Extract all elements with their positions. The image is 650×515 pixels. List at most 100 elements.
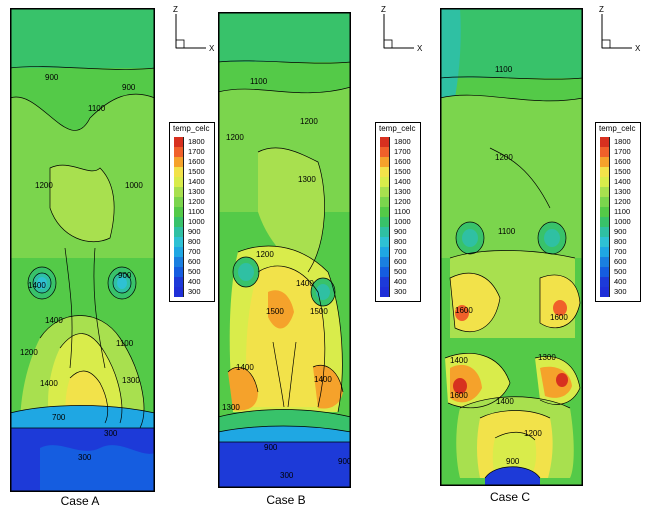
legend-level-label: 800 <box>188 237 201 246</box>
contour-label: 300 <box>78 453 92 462</box>
legend-level-label: 800 <box>614 237 627 246</box>
contour-label: 1100 <box>250 77 268 86</box>
legend-level-label: 1500 <box>188 167 205 176</box>
legend-level-label: 1400 <box>394 177 411 186</box>
axis-indicator-a: Z X <box>164 4 224 54</box>
case-label-c: Case C <box>489 490 530 504</box>
legend-swatch <box>380 197 390 207</box>
legend-swatch <box>380 167 390 177</box>
legend-level-label: 1800 <box>614 137 631 146</box>
case-a-contour-plot: 900 900 1100 1200 1000 1400 900 1400 120… <box>10 8 155 492</box>
legend-level-label: 900 <box>394 227 407 236</box>
legend-level-label: 1500 <box>394 167 411 176</box>
legend-level-label: 600 <box>394 257 407 266</box>
legend-swatch <box>600 227 610 237</box>
contour-label: 1500 <box>310 307 328 316</box>
legend-level-label: 1100 <box>614 207 631 216</box>
legend-level-label: 1000 <box>188 217 205 226</box>
case-c-contour-plot: 1100 1200 1100 1600 1600 1400 1300 1600 … <box>440 8 583 486</box>
legend-level-label: 1400 <box>188 177 205 186</box>
legend-title: temp_celc <box>599 124 636 133</box>
legend-level-label: 800 <box>394 237 407 246</box>
legend-level-label: 700 <box>188 247 201 256</box>
legend-level-label: 1100 <box>188 207 205 216</box>
contour-label: 900 <box>118 271 132 280</box>
legend-level-label: 600 <box>614 257 627 266</box>
axis-indicator-c: Z X <box>590 4 650 54</box>
contour-label: 900 <box>264 443 278 452</box>
legend-level-label: 600 <box>188 257 201 266</box>
contour-label: 900 <box>338 457 351 466</box>
legend-level-label: 1800 <box>394 137 411 146</box>
legend-swatch <box>600 207 610 217</box>
legend-swatch <box>600 237 610 247</box>
contour-label: 1200 <box>495 153 513 162</box>
contour-label: 1400 <box>45 316 63 325</box>
legend-level-label: 1300 <box>614 187 631 196</box>
legend-level-label: 1300 <box>394 187 411 196</box>
contour-label: 1600 <box>450 391 468 400</box>
legend-level-label: 1700 <box>614 147 631 156</box>
contour-label: 700 <box>52 413 66 422</box>
contour-label: 300 <box>280 471 294 480</box>
contour-label: 900 <box>45 73 59 82</box>
legend-swatch <box>600 267 610 277</box>
contour-label: 1300 <box>222 403 240 412</box>
contour-label: 1200 <box>20 348 38 357</box>
legend-swatch <box>600 217 610 227</box>
contour-label: 1200 <box>300 117 318 126</box>
contour-label: 1400 <box>314 375 332 384</box>
contour-label: 1400 <box>496 397 514 406</box>
case-label-a: Case A <box>60 494 100 508</box>
legend-swatch <box>380 237 390 247</box>
legend-swatch <box>380 287 390 297</box>
contour-label: 1400 <box>450 356 468 365</box>
legend-level-label: 300 <box>614 287 627 296</box>
contour-label: 1400 <box>28 281 46 290</box>
case-b-contour-panel: 1100 1200 1200 1300 1200 1400 1500 1500 … <box>218 12 351 488</box>
contour-label: 1300 <box>122 376 140 385</box>
contour-label: 1300 <box>298 175 316 184</box>
legend-swatch <box>174 147 184 157</box>
legend-swatch <box>174 187 184 197</box>
legend-level-label: 1700 <box>188 147 205 156</box>
contour-label: 1200 <box>35 181 53 190</box>
legend-swatch <box>174 257 184 267</box>
legend-swatch <box>600 167 610 177</box>
legend-swatch <box>174 277 184 287</box>
legend-swatch <box>600 157 610 167</box>
legend-swatch <box>174 177 184 187</box>
legend-swatch <box>380 217 390 227</box>
contour-label: 1400 <box>40 379 58 388</box>
legend-level-label: 500 <box>188 267 201 276</box>
legend-level-label: 1000 <box>394 217 411 226</box>
temperature-legend-b: temp_celc 1800 1700 1600 1500 1400 1300 1200 11… <box>375 122 421 302</box>
legend-swatch <box>174 167 184 177</box>
contour-label: 1000 <box>125 181 143 190</box>
legend-level-label: 1400 <box>614 177 631 186</box>
legend-level-label: 1300 <box>188 187 205 196</box>
axis-triad-icon: Z X <box>173 5 215 53</box>
legend-swatch <box>380 187 390 197</box>
legend-swatch <box>600 197 610 207</box>
legend-level-label: 900 <box>614 227 627 236</box>
case-a-contour-panel: 900 900 1100 1200 1000 1400 900 1400 120… <box>10 8 155 492</box>
legend-level-label: 400 <box>614 277 627 286</box>
legend-swatch <box>600 287 610 297</box>
axis-label-z: Z <box>599 5 604 14</box>
axis-triad-icon: Z X <box>599 5 641 53</box>
legend-swatch <box>380 137 390 147</box>
contour-label: 1200 <box>524 429 542 438</box>
contour-label: 900 <box>506 457 520 466</box>
legend-level-label: 1100 <box>394 207 411 216</box>
legend-swatch <box>600 187 610 197</box>
legend-swatch <box>600 257 610 267</box>
contour-label: 1200 <box>226 133 244 142</box>
legend-level-label: 300 <box>394 287 407 296</box>
legend-level-label: 1600 <box>394 157 411 166</box>
contour-label: 300 <box>104 429 118 438</box>
contour-label: 1400 <box>296 279 314 288</box>
legend-swatch <box>380 227 390 237</box>
case-c-contour-panel: 1100 1200 1100 1600 1600 1400 1300 1600 … <box>440 8 583 486</box>
